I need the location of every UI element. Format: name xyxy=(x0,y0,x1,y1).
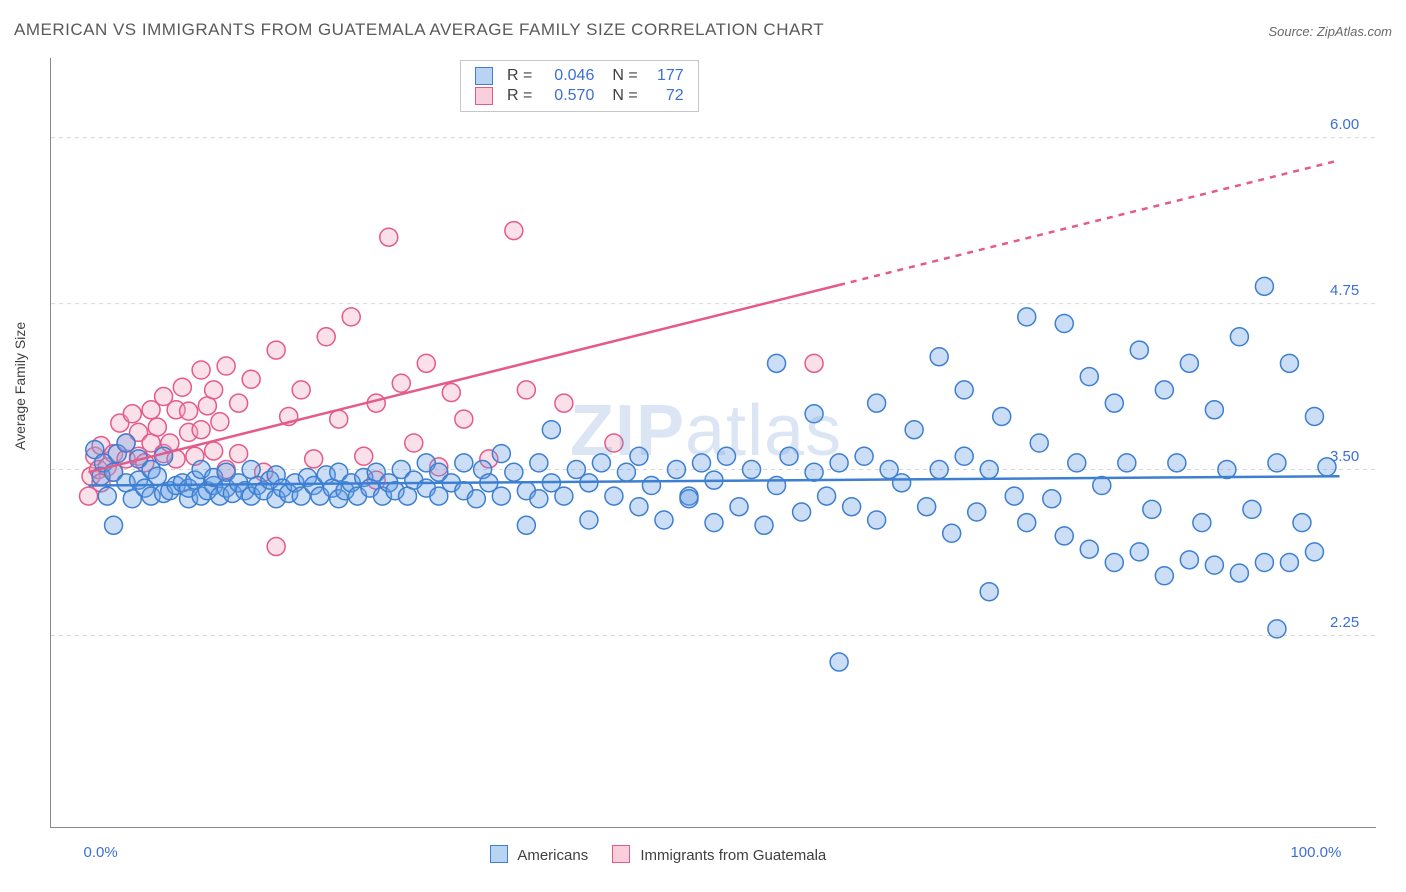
watermark: ZIPatlas xyxy=(570,390,842,472)
swatch-guatemala-icon xyxy=(612,845,630,863)
legend-item-guatemala: Immigrants from Guatemala xyxy=(612,845,826,864)
legend-row-americans: R =0.046 N =177 xyxy=(475,67,684,85)
source-label: Source: ZipAtlas.com xyxy=(1268,24,1392,39)
chart-title: AMERICAN VS IMMIGRANTS FROM GUATEMALA AV… xyxy=(14,20,824,40)
y-tick-label: 2.25 xyxy=(1330,614,1359,631)
swatch-guatemala xyxy=(475,87,493,105)
swatch-americans xyxy=(475,67,493,85)
y-tick-label: 3.50 xyxy=(1330,448,1359,465)
y-tick-label: 4.75 xyxy=(1330,282,1359,299)
x-tick-label: 100.0% xyxy=(1290,844,1341,861)
correlation-legend: R =0.046 N =177 R =0.570 N =72 xyxy=(460,60,699,112)
legend-row-guatemala: R =0.570 N =72 xyxy=(475,87,684,105)
y-axis-label: Average Family Size xyxy=(12,322,28,450)
legend-item-americans: Americans xyxy=(490,845,588,864)
series-legend: Americans Immigrants from Guatemala xyxy=(490,845,826,864)
y-tick-label: 6.00 xyxy=(1330,116,1359,133)
swatch-americans-icon xyxy=(490,845,508,863)
x-tick-label: 0.0% xyxy=(84,844,118,861)
